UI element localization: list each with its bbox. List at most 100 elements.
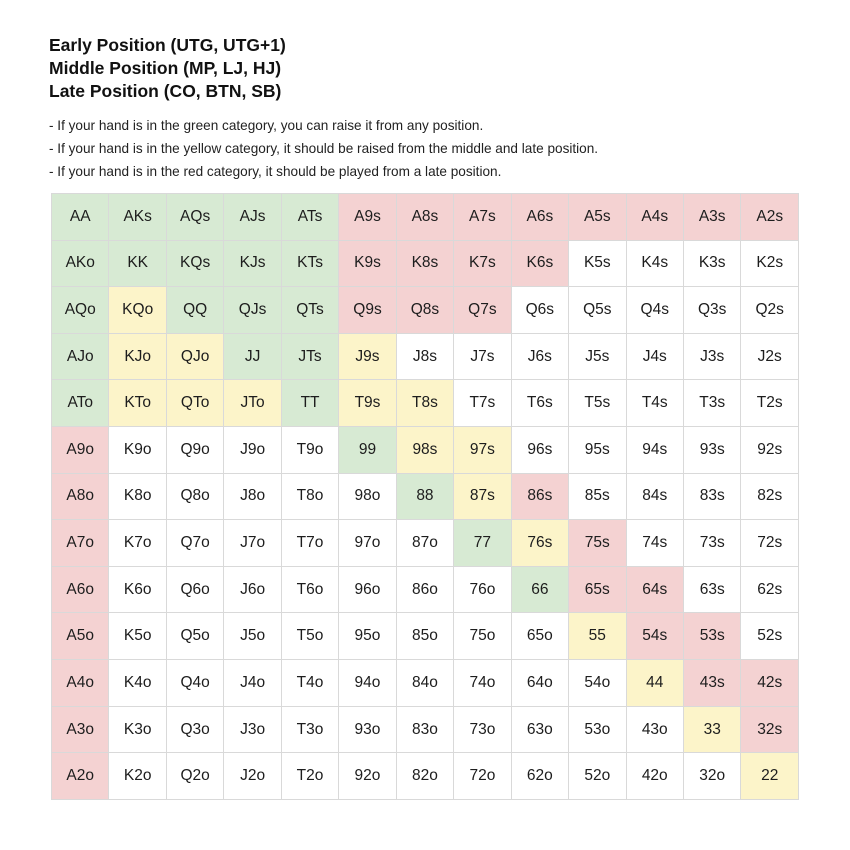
grid-body: AA AKs AQs AJs ATs A9s A8s A7s A6s A5s A4s A3s A2s AK… xyxy=(50,193,799,800)
hand-cell: K2s xyxy=(740,239,799,288)
hand-cell: Q9s xyxy=(338,286,397,334)
hand-cell: K7o xyxy=(108,519,167,567)
hand-cell: AA xyxy=(50,193,110,241)
hand-cell: A5s xyxy=(568,193,627,241)
hand-cell: T5o xyxy=(280,612,340,661)
title-late-position: Late Position (CO, BTN, SB) xyxy=(49,81,282,101)
hand-cell: Q3o xyxy=(165,705,225,754)
hand-cell: J8o xyxy=(223,472,282,521)
hand-cell: Q2o xyxy=(165,752,225,800)
hand-cell: 53o xyxy=(568,705,627,754)
hand-cell: Q5s xyxy=(568,286,627,334)
grid-row: ATo KTo QTo JTo TT T9s T8s T7s T6s T5s T4s T3s T2s xyxy=(50,379,799,428)
hand-cell: T6o xyxy=(280,565,340,614)
hand-cell: T3o xyxy=(280,705,340,754)
hand-cell: J7s xyxy=(453,332,512,381)
hand-cell: J9o xyxy=(223,426,282,474)
hand-cell: TT xyxy=(280,379,340,428)
hand-cell: KK xyxy=(108,239,167,288)
hand-cell: 93o xyxy=(338,705,397,754)
hand-cell: A6o xyxy=(50,565,110,614)
hand-cell: T5s xyxy=(568,379,627,428)
grid-row: AA AKs AQs AJs ATs A9s A8s A7s A6s A5s A4s A3s A2s xyxy=(50,193,799,241)
hand-cell: 92s xyxy=(740,426,799,474)
hand-cell: 43s xyxy=(682,659,742,707)
hand-cell: K8o xyxy=(108,472,167,521)
hand-cell: 63s xyxy=(682,565,742,614)
hand-cell: A9o xyxy=(50,426,110,474)
hand-cell: JTs xyxy=(280,332,340,381)
hand-cell: A9s xyxy=(338,193,397,241)
hand-cell: A8o xyxy=(50,472,110,521)
hand-cell: J3o xyxy=(223,705,282,754)
hand-cell: T6s xyxy=(510,379,570,428)
hand-cell: 95o xyxy=(338,612,397,661)
hand-cell: 77 xyxy=(453,519,512,567)
hand-cell: J6o xyxy=(223,565,282,614)
hand-cell: 76o xyxy=(453,565,512,614)
hand-cell: A2o xyxy=(50,752,110,800)
hand-cell: 86s xyxy=(510,472,570,521)
hand-cell: J8s xyxy=(395,332,455,381)
grid-row: A7o K7o Q7o J7o T7o 97o 87o 77 76s 75s 74s 73s 72s xyxy=(50,519,799,567)
hand-cell: AJo xyxy=(50,332,110,381)
hand-cell: 99 xyxy=(338,426,397,474)
hand-cell: 22 xyxy=(740,752,799,800)
hand-cell: KJo xyxy=(108,332,167,381)
hand-cell: Q5o xyxy=(165,612,225,661)
hand-cell: Q2s xyxy=(740,286,799,334)
hand-cell: J2o xyxy=(223,752,282,800)
hand-cell: K8s xyxy=(395,239,455,288)
hand-cell: 95s xyxy=(568,426,627,474)
hand-cell: A3s xyxy=(682,193,742,241)
grid-row: A6o K6o Q6o J6o T6o 96o 86o 76o 66 65s 64s 63s 62s xyxy=(50,565,799,614)
hand-cell: J4s xyxy=(625,332,684,381)
grid-row: A8o K8o Q8o J8o T8o 98o 88 87s 86s 85s 84s 83s 82s xyxy=(50,472,799,521)
hand-cell: 74s xyxy=(625,519,684,567)
hand-cell: K6s xyxy=(510,239,570,288)
hand-cell: 96o xyxy=(338,565,397,614)
hand-cell: 84s xyxy=(625,472,684,521)
hand-cell: J7o xyxy=(223,519,282,567)
hand-cell: 74o xyxy=(453,659,512,707)
hand-cell: 97o xyxy=(338,519,397,567)
hand-cell: Q6o xyxy=(165,565,225,614)
hand-cell: 33 xyxy=(682,705,742,754)
hand-cell: 65o xyxy=(510,612,570,661)
hand-cell: 32s xyxy=(740,705,799,754)
hand-cell: J4o xyxy=(223,659,282,707)
hand-cell: Q7o xyxy=(165,519,225,567)
hand-cell: T3s xyxy=(682,379,742,428)
hand-cell: QJo xyxy=(165,332,225,381)
hand-cell: 52o xyxy=(568,752,627,800)
hand-cell: 44 xyxy=(625,659,684,707)
hand-cell: 86o xyxy=(395,565,455,614)
hand-cell: Q4o xyxy=(165,659,225,707)
hand-cell: K3s xyxy=(682,239,742,288)
hand-cell: AQs xyxy=(165,193,225,241)
hand-cell: 72o xyxy=(453,752,512,800)
hand-cell: 73s xyxy=(682,519,742,567)
hand-cell: QTo xyxy=(165,379,225,428)
note-yellow-category: - If your hand is in the yellow category… xyxy=(49,141,599,156)
hand-cell: QTs xyxy=(280,286,340,334)
hand-cell: JJ xyxy=(223,332,282,381)
hand-cell: A4o xyxy=(50,659,110,707)
hand-cell: 72s xyxy=(740,519,799,567)
hand-cell: 75o xyxy=(453,612,512,661)
hand-cell: JTo xyxy=(223,379,282,428)
hand-cell: KTo xyxy=(108,379,167,428)
hand-cell: K5o xyxy=(108,612,167,661)
hand-cell: T7o xyxy=(280,519,340,567)
hand-cell: A6s xyxy=(510,193,570,241)
grid-row: A9o K9o Q9o J9o T9o 99 98s 97s 96s 95s 94s 93s 92s xyxy=(50,426,799,474)
hand-cell: Q6s xyxy=(510,286,570,334)
hand-cell: K9o xyxy=(108,426,167,474)
hand-cell: 63o xyxy=(510,705,570,754)
hand-cell: 88 xyxy=(395,472,455,521)
hand-cell: Q9o xyxy=(165,426,225,474)
hand-cell: 98s xyxy=(395,426,455,474)
hand-cell: 55 xyxy=(568,612,627,661)
grid-row: AJo KJo QJo JJ JTs J9s J8s J7s J6s J5s J4s J3s J2s xyxy=(50,332,799,381)
hand-cell: J9s xyxy=(338,332,397,381)
